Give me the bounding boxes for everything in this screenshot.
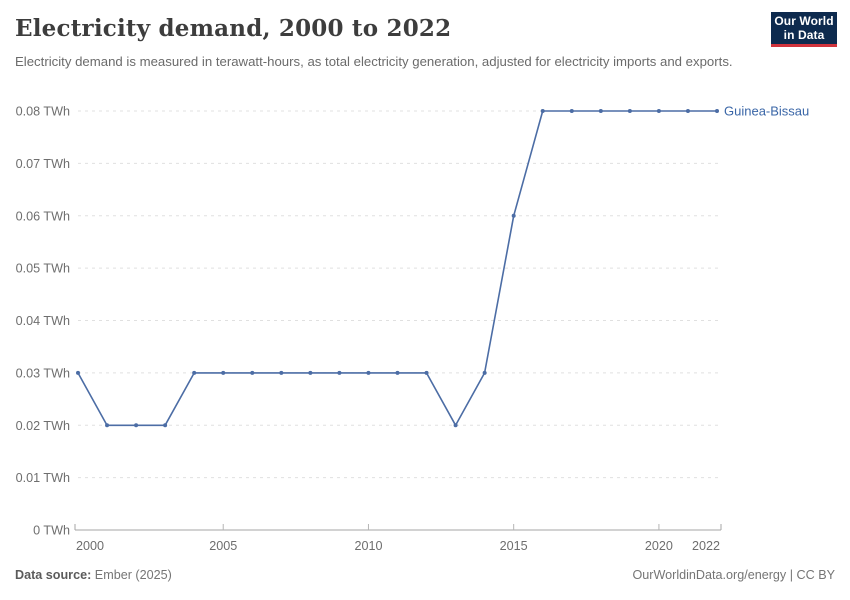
x-axis-tick-label: 2000: [76, 539, 104, 553]
data-point[interactable]: [715, 109, 719, 113]
owid-logo-line1: Our World: [774, 14, 834, 28]
data-point[interactable]: [134, 423, 139, 428]
data-point[interactable]: [308, 370, 313, 375]
data-point[interactable]: [250, 370, 255, 375]
data-point[interactable]: [511, 213, 516, 218]
x-axis-tick-label: 2005: [209, 539, 237, 553]
x-axis-tick-label: 2022: [692, 539, 720, 553]
owid-logo-line2: in Data: [783, 28, 825, 42]
y-axis-tick-label: 0.07 TWh: [16, 157, 70, 171]
y-axis-tick-label: 0.03 TWh: [16, 366, 70, 380]
data-point[interactable]: [395, 370, 400, 375]
data-point[interactable]: [163, 423, 168, 428]
owid-logo[interactable]: Our World in Data: [771, 12, 837, 47]
y-axis-tick-label: 0.02 TWh: [16, 419, 70, 433]
data-point[interactable]: [105, 423, 110, 428]
data-point[interactable]: [569, 109, 574, 113]
y-axis-tick-label: 0 TWh: [33, 524, 70, 538]
data-point[interactable]: [482, 370, 487, 375]
series-label[interactable]: Guinea-Bissau: [724, 104, 809, 119]
series-line-guinea-bissau[interactable]: [77, 110, 717, 427]
x-axis-tick-label: 2010: [354, 539, 382, 553]
data-point[interactable]: [453, 423, 458, 428]
x-axis-tick-label: 2015: [500, 539, 528, 553]
data-point[interactable]: [540, 109, 545, 113]
y-axis-tick-label: 0.04 TWh: [16, 314, 70, 328]
data-point[interactable]: [221, 370, 226, 375]
chart-subtitle: Electricity demand is measured in terawa…: [15, 54, 733, 69]
data-point[interactable]: [598, 109, 603, 113]
chart-title: Electricity demand, 2000 to 2022: [15, 15, 452, 42]
data-point[interactable]: [424, 370, 429, 375]
data-source-label: Data source:: [15, 568, 92, 582]
y-axis-tick-label: 0.01 TWh: [16, 471, 70, 485]
data-point[interactable]: [279, 370, 284, 375]
x-axis-tick-label: 2020: [645, 539, 673, 553]
data-point[interactable]: [76, 370, 80, 375]
y-axis-tick-label: 0.06 TWh: [16, 209, 70, 223]
y-axis-tick-label: 0.08 TWh: [16, 105, 70, 119]
data-point[interactable]: [337, 370, 342, 375]
data-point[interactable]: [366, 370, 371, 375]
data-point[interactable]: [656, 109, 661, 113]
data-source: Data source: Ember (2025): [15, 568, 172, 582]
data-source-value[interactable]: Ember (2025): [94, 568, 172, 582]
y-axis-tick-label: 0.05 TWh: [16, 262, 70, 276]
data-point[interactable]: [685, 109, 690, 113]
footer-license-link[interactable]: OurWorldinData.org/energy | CC BY: [632, 568, 835, 582]
data-point[interactable]: [627, 109, 632, 113]
data-point[interactable]: [192, 370, 197, 375]
